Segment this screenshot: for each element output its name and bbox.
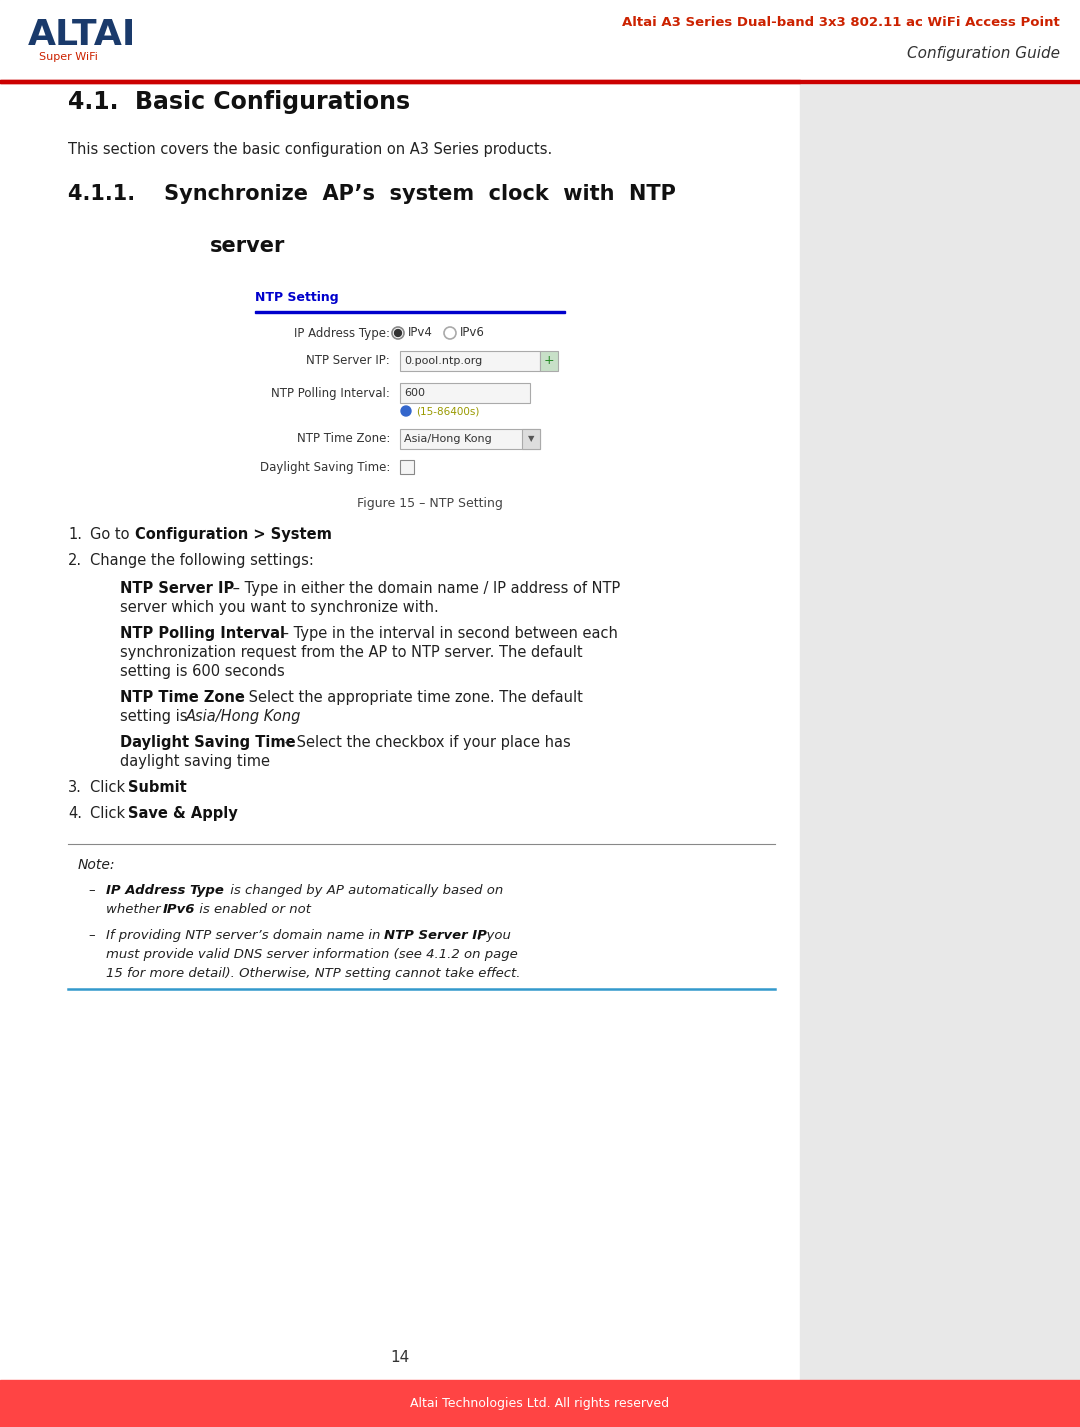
Text: Super WiFi: Super WiFi xyxy=(39,51,97,61)
Text: Daylight Saving Time:: Daylight Saving Time: xyxy=(259,461,390,474)
Text: Configuration > System: Configuration > System xyxy=(135,527,332,542)
Text: Altai A3 Series Dual-band 3x3 802.11 ac WiFi Access Point: Altai A3 Series Dual-band 3x3 802.11 ac … xyxy=(622,16,1059,29)
Text: synchronization request from the AP to NTP server. The default: synchronization request from the AP to N… xyxy=(120,645,582,661)
Text: Save & Apply: Save & Apply xyxy=(129,806,238,821)
Text: – Type in the interval in second between each: – Type in the interval in second between… xyxy=(276,626,618,641)
Text: Go to: Go to xyxy=(90,527,134,542)
Text: IPv6: IPv6 xyxy=(163,903,195,916)
Text: NTP Server IP: NTP Server IP xyxy=(384,929,487,942)
Text: NTP Polling Interval:: NTP Polling Interval: xyxy=(271,387,390,400)
Text: –: – xyxy=(87,883,95,898)
Bar xyxy=(0,1380,1080,1427)
Text: 3.: 3. xyxy=(68,781,82,795)
Text: NTP Time Zone: NTP Time Zone xyxy=(120,691,245,705)
Text: NTP Time Zone:: NTP Time Zone: xyxy=(297,432,390,445)
Text: , you: , you xyxy=(478,929,511,942)
Text: Configuration Guide: Configuration Guide xyxy=(907,46,1059,61)
Text: Altai Technologies Ltd. All rights reserved: Altai Technologies Ltd. All rights reser… xyxy=(410,1397,670,1410)
Text: NTP Server IP: NTP Server IP xyxy=(120,581,234,596)
Text: (15-86400s): (15-86400s) xyxy=(416,407,480,417)
Text: NTP Server IP:: NTP Server IP: xyxy=(307,354,390,368)
Text: server which you want to synchronize with.: server which you want to synchronize wit… xyxy=(120,599,438,615)
Bar xyxy=(255,311,565,313)
Text: whether: whether xyxy=(106,903,165,916)
Text: 4.1.1.    Synchronize  AP’s  system  clock  with  NTP: 4.1.1. Synchronize AP’s system clock wit… xyxy=(68,184,676,204)
Bar xyxy=(0,0,1080,80)
Text: NTP Setting: NTP Setting xyxy=(255,291,339,304)
Text: If providing NTP server’s domain name in: If providing NTP server’s domain name in xyxy=(106,929,384,942)
Text: – Select the appropriate time zone. The default: – Select the appropriate time zone. The … xyxy=(232,691,583,705)
Bar xyxy=(0,80,1080,83)
Text: Click: Click xyxy=(90,806,130,821)
Text: Change the following settings:: Change the following settings: xyxy=(90,554,314,568)
Text: –: – xyxy=(87,929,95,942)
Text: IPv6: IPv6 xyxy=(460,327,485,340)
Text: 600: 600 xyxy=(404,388,426,398)
Bar xyxy=(800,0,1080,1380)
Text: 15 for more detail). Otherwise, NTP setting cannot take effect.: 15 for more detail). Otherwise, NTP sett… xyxy=(106,968,521,980)
Text: setting is 600 seconds: setting is 600 seconds xyxy=(120,664,285,679)
Text: ALTAI: ALTAI xyxy=(28,19,136,51)
Text: 4.1.  Basic Configurations: 4.1. Basic Configurations xyxy=(68,90,410,114)
Text: Asia/Hong Kong: Asia/Hong Kong xyxy=(186,709,301,723)
Text: is enabled or not: is enabled or not xyxy=(195,903,311,916)
Text: 0.pool.ntp.org: 0.pool.ntp.org xyxy=(404,355,483,365)
Text: 2.: 2. xyxy=(68,554,82,568)
Text: must provide valid DNS server information (see 4.1.2 on page: must provide valid DNS server informatio… xyxy=(106,948,517,960)
Bar xyxy=(400,351,540,371)
Bar xyxy=(540,351,558,371)
Text: +: + xyxy=(543,354,554,368)
Circle shape xyxy=(394,330,402,337)
Text: ▼: ▼ xyxy=(528,434,535,444)
Text: 14: 14 xyxy=(390,1350,409,1364)
Text: Click: Click xyxy=(90,781,130,795)
Bar xyxy=(0,80,800,83)
Circle shape xyxy=(401,407,411,417)
Text: Submit: Submit xyxy=(129,781,187,795)
Bar xyxy=(0,0,800,1380)
Text: setting is: setting is xyxy=(120,709,192,723)
Text: Figure 15 – NTP Setting: Figure 15 – NTP Setting xyxy=(357,497,503,509)
Text: is changed by AP automatically based on: is changed by AP automatically based on xyxy=(226,883,503,898)
Text: – Type in either the domain name / IP address of NTP: – Type in either the domain name / IP ad… xyxy=(228,581,620,596)
Text: This section covers the basic configuration on A3 Series products.: This section covers the basic configurat… xyxy=(68,143,552,157)
Text: 4.: 4. xyxy=(68,806,82,821)
Text: Note:: Note: xyxy=(78,858,116,872)
Bar xyxy=(400,430,540,450)
Text: IP Address Type: IP Address Type xyxy=(106,883,224,898)
Text: server: server xyxy=(210,235,285,255)
Text: IP Address Type:: IP Address Type: xyxy=(294,327,390,340)
Bar xyxy=(400,459,414,474)
Text: Daylight Saving Time: Daylight Saving Time xyxy=(120,735,296,751)
Text: daylight saving time: daylight saving time xyxy=(120,753,270,769)
Bar xyxy=(522,430,540,450)
Text: NTP Polling Interval: NTP Polling Interval xyxy=(120,626,285,641)
Bar xyxy=(400,382,530,402)
Text: – Select the checkbox if your place has: – Select the checkbox if your place has xyxy=(280,735,570,751)
Text: 1.: 1. xyxy=(68,527,82,542)
Text: IPv4: IPv4 xyxy=(408,327,433,340)
Text: Asia/Hong Kong: Asia/Hong Kong xyxy=(404,434,491,444)
